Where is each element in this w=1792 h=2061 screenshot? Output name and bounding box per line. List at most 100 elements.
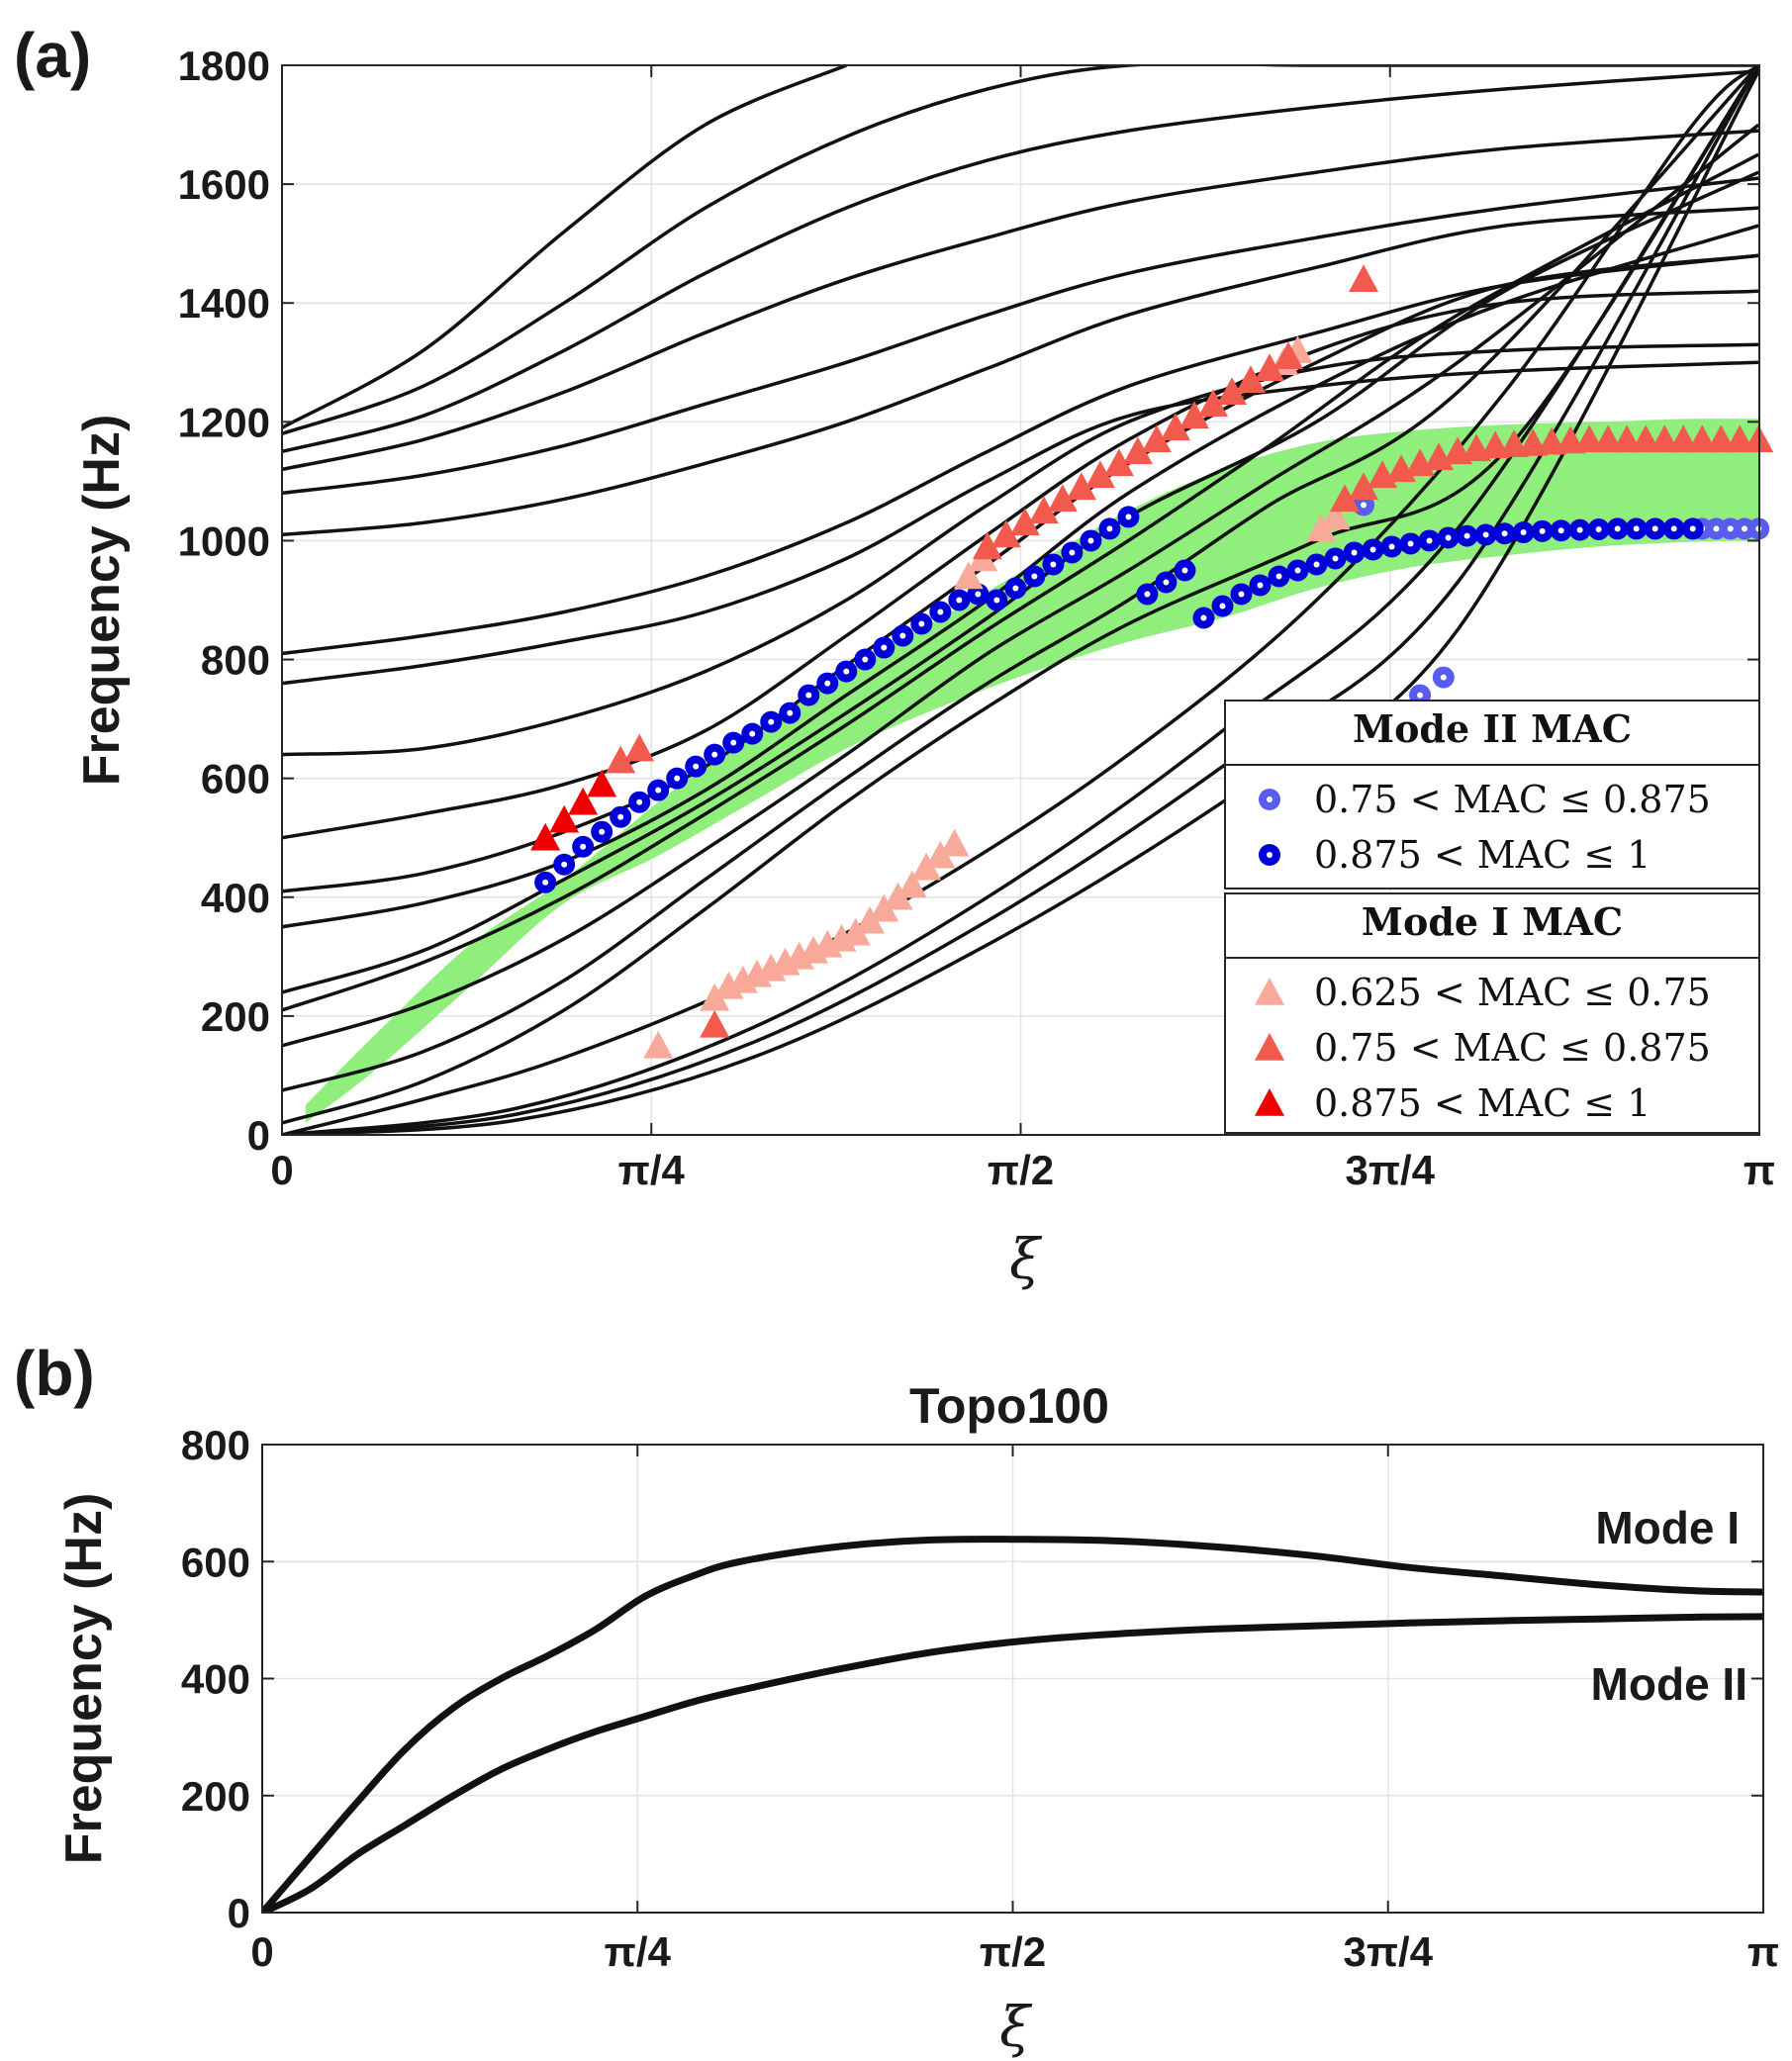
chart-a-curve [282, 65, 1759, 1135]
chart-a-point-circle-center [1539, 527, 1546, 534]
chart-a-point-circle-center [1520, 529, 1527, 536]
chart-a-point-circle-center [749, 730, 756, 737]
chart-a-point-circle-center [862, 656, 869, 663]
chart-a-point-circle-center [1633, 525, 1640, 532]
chart-a-point-circle-center [1595, 526, 1602, 533]
chart-a: 0 π/4 π/2 3π/4 π 0 200 400 600 800 1000 1200 1400 160… [73, 43, 1775, 1292]
chart-a-point-circle-center [1294, 567, 1301, 574]
chart-a-xtick-label: π/4 [618, 1147, 686, 1193]
chart-a-point-triangle [643, 1030, 674, 1059]
legend-marker-triangle [1255, 1033, 1284, 1061]
chart-a-point-circle-center [1440, 674, 1447, 681]
chart-a-curve [282, 69, 1759, 454]
chart-a-point-circle-center [1670, 525, 1677, 532]
chart-a-point-triangle [1330, 484, 1361, 513]
chart-a-point-circle-center [1200, 614, 1207, 621]
chart-a-point-circle-center [1012, 585, 1019, 592]
chart-a-curve [282, 360, 1759, 686]
chart-a-curve [282, 65, 847, 429]
chart-a-legend: Mode II MAC 0.75 < MAC ≤ 0.875 0.875 < MAC… [1224, 700, 1760, 1134]
chart-a-point-triangle [587, 769, 617, 797]
chart-a-xlabel: ξ [1009, 1228, 1043, 1292]
chart-a-point-circle-center [805, 692, 812, 699]
chart-a-point-circle-center [1125, 514, 1132, 520]
chart-a-point-triangle [1047, 484, 1078, 513]
chart-a-point-circle-center [1181, 567, 1188, 574]
chart-a-point-triangle [1141, 424, 1172, 453]
legend-entry-label: 0.875 < MAC ≤ 1 [1314, 1081, 1651, 1125]
chart-a-point-circle-center [674, 775, 681, 782]
chart-b-series-line-1 [262, 1536, 1763, 1913]
chart-a-curves [282, 65, 1759, 1135]
chart-a-curve [282, 206, 1759, 537]
chart-a-point-circle-center [542, 879, 549, 886]
legend-entry-label: 0.75 < MAC ≤ 0.875 [1314, 778, 1711, 821]
chart-b-ytick-label: 200 [181, 1773, 250, 1820]
chart-a-point-triangle [1650, 424, 1680, 453]
chart-a-curve [282, 65, 1759, 1092]
chart-a-ytick-label: 600 [201, 756, 270, 802]
chart-a-point-circle-center [1614, 525, 1621, 532]
chart-a-point-triangle [1349, 264, 1379, 292]
chart-a-point-circle-center [1501, 530, 1508, 537]
chart-a-point-circle-center [1426, 537, 1433, 544]
chart-b-ytick-label: 600 [181, 1539, 250, 1585]
chart-a-point-triangle [568, 787, 599, 815]
chart-a-point-triangle [1725, 424, 1755, 453]
chart-a-point-circle-center [1257, 582, 1264, 589]
chart-a-point-circle-center [1219, 603, 1226, 609]
chart-a-point-circle-center [1163, 579, 1170, 586]
chart-b-xtick-label: π/2 [980, 1928, 1046, 1975]
chart-a-point-circle-center [787, 709, 794, 716]
chart-b-ylabel: Frequency (Hz) [55, 1493, 113, 1865]
chart-a-point-triangle [925, 840, 956, 869]
chart-a-ylabel: Frequency (Hz) [73, 415, 131, 787]
chart-a-point-triangle [840, 917, 871, 946]
legend-title-1: Mode II MAC [1353, 706, 1632, 751]
chart-a-point-triangle [1197, 389, 1228, 418]
chart-a-point-circle-center [1361, 502, 1368, 509]
chart-a-point-circle-center [1689, 525, 1696, 532]
chart-a-curve [282, 289, 1759, 840]
chart-a-band [305, 419, 1759, 1123]
chart-a-point-circle-center [1144, 591, 1151, 598]
legend-box-1 [1224, 700, 1760, 890]
chart-a-point-triangle [896, 870, 927, 898]
chart-a-ytick-label: 400 [201, 875, 270, 921]
chart-a-ytick-label: 800 [201, 637, 270, 684]
chart-a-ytick-label: 1400 [178, 280, 270, 327]
chart-a-point-triangle [1631, 424, 1661, 453]
chart-a-point-circle-center [1031, 573, 1038, 580]
chart-b-label-mode-i: Mode I [1595, 1502, 1740, 1553]
chart-a-point-triangle [1574, 424, 1605, 453]
chart-a-point-circle-center [824, 680, 831, 687]
chart-a-markers [530, 264, 1774, 1059]
chart-a-point-circle-center [1313, 561, 1320, 568]
legend-marker-circle-center [1267, 796, 1273, 802]
chart-a-point-circle-center [1351, 549, 1358, 556]
chart-a-point-triangle [953, 561, 984, 590]
chart-a-point-triangle [1066, 472, 1096, 501]
chart-a-ytick-label: 1600 [178, 161, 270, 208]
chart-a-point-circle-center [1576, 526, 1583, 533]
chart-a-point-triangle [1235, 365, 1266, 394]
chart-a-curve [282, 176, 1759, 496]
chart-a-point-circle-center [1388, 543, 1395, 550]
chart-a-point-circle-center [956, 597, 963, 604]
chart-a-point-circle-center [711, 751, 718, 758]
chart-a-curve [282, 342, 1759, 757]
chart-a-point-circle-center [975, 591, 982, 598]
chart-b-xlabel: ξ [999, 1996, 1033, 2060]
chart-a-ytick-label: 1800 [178, 43, 270, 89]
chart-a-curve [282, 129, 1759, 472]
chart-a-point-triangle [1706, 424, 1737, 453]
chart-a-point-triangle [1612, 424, 1643, 453]
chart-a-point-triangle [549, 804, 580, 833]
chart-a-curve [282, 65, 1759, 435]
chart-a-point-triangle [1593, 424, 1624, 453]
chart-a-point-circle-center [617, 813, 624, 820]
chart-b-xtick-label: π/4 [605, 1928, 672, 1975]
legend-entry-label: 0.625 < MAC ≤ 0.75 [1314, 971, 1711, 1014]
chart-a-point-triangle [700, 1009, 730, 1038]
legend-marker-circle-center [1267, 852, 1273, 858]
